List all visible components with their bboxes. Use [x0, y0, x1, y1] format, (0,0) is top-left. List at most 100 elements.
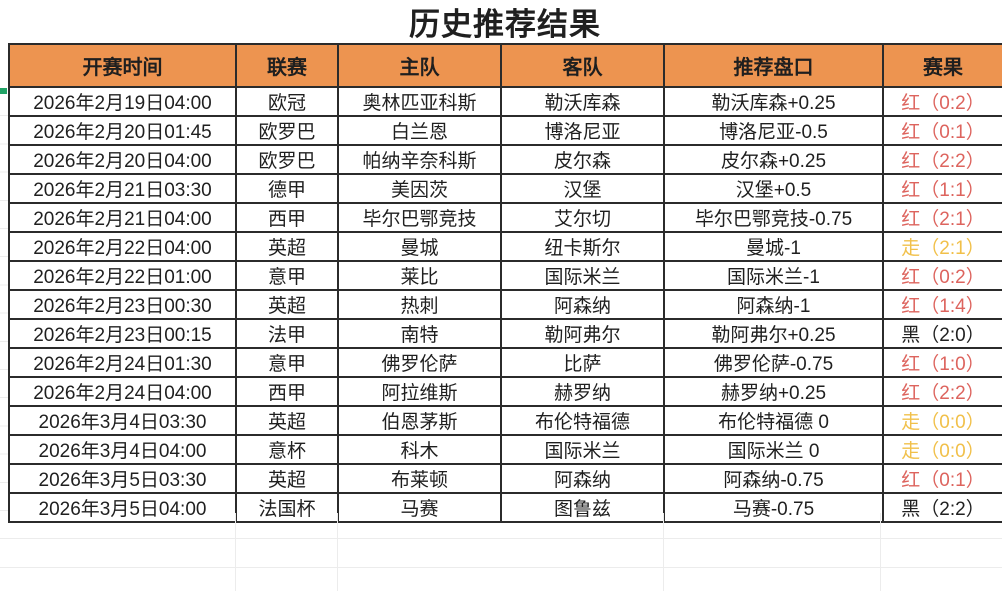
cell-kickoff-time[interactable]: 2026年2月22日04:00 [8, 231, 237, 262]
cell-recommended-handicap[interactable]: 勒阿弗尔+0.25 [663, 318, 884, 349]
cell-kickoff-time[interactable]: 2026年2月22日01:00 [8, 260, 237, 291]
cell-kickoff-time[interactable]: 2026年2月21日03:30 [8, 173, 237, 204]
header-home-team[interactable]: 主队 [337, 43, 502, 88]
cell-result[interactable]: 红（1:4） [882, 289, 1002, 320]
cell-recommended-handicap[interactable]: 国际米兰 0 [663, 434, 884, 465]
cell-league[interactable]: 德甲 [235, 173, 339, 204]
cell-result[interactable]: 红（0:2） [882, 86, 1002, 117]
cell-home-team[interactable]: 热刺 [337, 289, 502, 320]
cell-home-team[interactable]: 马赛 [337, 492, 502, 523]
recommendation-history-table: 开赛时间 联赛 主队 客队 推荐盘口 赛果 2026年2月19日04:00 欧冠奥… [8, 43, 1002, 523]
cell-result[interactable]: 红（0:1） [882, 463, 1002, 494]
cell-kickoff-time[interactable]: 2026年3月4日04:00 [8, 434, 237, 465]
cell-away-team[interactable]: 阿森纳 [500, 463, 665, 494]
cell-league[interactable]: 英超 [235, 289, 339, 320]
cell-kickoff-time[interactable]: 2026年2月23日00:15 [8, 318, 237, 349]
sheet-gridline [337, 513, 338, 591]
cell-result[interactable]: 走（0:0） [882, 405, 1002, 436]
cell-kickoff-time[interactable]: 2026年2月23日00:30 [8, 289, 237, 320]
cell-league[interactable]: 欧冠 [235, 86, 339, 117]
cell-result[interactable]: 红（2:2） [882, 144, 1002, 175]
cell-away-team[interactable]: 阿森纳 [500, 289, 665, 320]
cell-recommended-handicap[interactable]: 赫罗纳+0.25 [663, 376, 884, 407]
cell-kickoff-time[interactable]: 2026年2月20日04:00 [8, 144, 237, 175]
cell-league[interactable]: 西甲 [235, 202, 339, 233]
cell-home-team[interactable]: 曼城 [337, 231, 502, 262]
cell-away-team[interactable]: 赫罗纳 [500, 376, 665, 407]
cell-home-team[interactable]: 白兰恩 [337, 115, 502, 146]
cell-recommended-handicap[interactable]: 布伦特福德 0 [663, 405, 884, 436]
cell-home-team[interactable]: 伯恩茅斯 [337, 405, 502, 436]
cell-league[interactable]: 欧罗巴 [235, 144, 339, 175]
cell-result[interactable]: 红（0:2） [882, 260, 1002, 291]
cell-away-team[interactable]: 汉堡 [500, 173, 665, 204]
cell-league[interactable]: 英超 [235, 405, 339, 436]
cell-away-team[interactable]: 布伦特福德 [500, 405, 665, 436]
cell-away-team[interactable]: 国际米兰 [500, 434, 665, 465]
cell-result[interactable]: 红（2:1） [882, 202, 1002, 233]
cell-result[interactable]: 走（0:0） [882, 434, 1002, 465]
header-away-team[interactable]: 客队 [500, 43, 665, 88]
header-kickoff-time[interactable]: 开赛时间 [8, 43, 237, 88]
cell-recommended-handicap[interactable]: 马赛-0.75 [663, 492, 884, 523]
cell-recommended-handicap[interactable]: 皮尔森+0.25 [663, 144, 884, 175]
cell-away-team[interactable]: 纽卡斯尔 [500, 231, 665, 262]
cell-home-team[interactable]: 布莱顿 [337, 463, 502, 494]
cell-away-team[interactable]: 比萨 [500, 347, 665, 378]
cell-recommended-handicap[interactable]: 阿森纳-0.75 [663, 463, 884, 494]
cell-recommended-handicap[interactable]: 汉堡+0.5 [663, 173, 884, 204]
cell-result[interactable]: 红（1:0） [882, 347, 1002, 378]
cell-kickoff-time[interactable]: 2026年2月20日01:45 [8, 115, 237, 146]
cell-result[interactable]: 红（1:1） [882, 173, 1002, 204]
cell-home-team[interactable]: 莱比 [337, 260, 502, 291]
cell-result[interactable]: 红（2:2） [882, 376, 1002, 407]
header-result[interactable]: 赛果 [882, 43, 1002, 88]
header-recommended-handicap[interactable]: 推荐盘口 [663, 43, 884, 88]
cell-away-team[interactable]: 皮尔森 [500, 144, 665, 175]
cell-kickoff-time[interactable]: 2026年3月5日03:30 [8, 463, 237, 494]
cell-home-team[interactable]: 佛罗伦萨 [337, 347, 502, 378]
cell-result[interactable]: 走（2:1） [882, 231, 1002, 262]
cell-league[interactable]: 意甲 [235, 260, 339, 291]
cell-home-team[interactable]: 阿拉维斯 [337, 376, 502, 407]
cell-recommended-handicap[interactable]: 国际米兰-1 [663, 260, 884, 291]
cell-league[interactable]: 法甲 [235, 318, 339, 349]
cell-away-team[interactable]: 艾尔切 [500, 202, 665, 233]
cell-kickoff-time[interactable]: 2026年2月19日04:00 [8, 86, 237, 117]
cell-home-team[interactable]: 毕尔巴鄂竞技 [337, 202, 502, 233]
cell-league[interactable]: 欧罗巴 [235, 115, 339, 146]
cell-home-team[interactable]: 美因茨 [337, 173, 502, 204]
cell-home-team[interactable]: 科木 [337, 434, 502, 465]
page-title[interactable]: 历史推荐结果 [409, 6, 601, 42]
cell-home-team[interactable]: 南特 [337, 318, 502, 349]
cell-kickoff-time[interactable]: 2026年2月24日04:00 [8, 376, 237, 407]
cell-result[interactable]: 红（0:1） [882, 115, 1002, 146]
header-league[interactable]: 联赛 [235, 43, 339, 88]
cell-league[interactable]: 西甲 [235, 376, 339, 407]
cell-home-team[interactable]: 奥林匹亚科斯 [337, 86, 502, 117]
sheet-gridline [0, 88, 8, 512]
cell-kickoff-time[interactable]: 2026年2月24日01:30 [8, 347, 237, 378]
cell-league[interactable]: 英超 [235, 231, 339, 262]
cell-home-team[interactable]: 帕纳辛奈科斯 [337, 144, 502, 175]
cell-kickoff-time[interactable]: 2026年3月4日03:30 [8, 405, 237, 436]
cell-recommended-handicap[interactable]: 曼城-1 [663, 231, 884, 262]
cell-league[interactable]: 法国杯 [235, 492, 339, 523]
cell-recommended-handicap[interactable]: 阿森纳-1 [663, 289, 884, 320]
cell-league[interactable]: 意甲 [235, 347, 339, 378]
cell-result[interactable]: 黑（2:2） [882, 492, 1002, 523]
cell-league[interactable]: 意杯 [235, 434, 339, 465]
cell-away-team[interactable]: 博洛尼亚 [500, 115, 665, 146]
cell-result[interactable]: 黑（2:0） [882, 318, 1002, 349]
cell-recommended-handicap[interactable]: 博洛尼亚-0.5 [663, 115, 884, 146]
cell-recommended-handicap[interactable]: 佛罗伦萨-0.75 [663, 347, 884, 378]
cell-away-team[interactable]: 国际米兰 [500, 260, 665, 291]
cell-away-team[interactable]: 勒阿弗尔 [500, 318, 665, 349]
cell-league[interactable]: 英超 [235, 463, 339, 494]
cell-recommended-handicap[interactable]: 勒沃库森+0.25 [663, 86, 884, 117]
cell-kickoff-time[interactable]: 2026年2月21日04:00 [8, 202, 237, 233]
cell-away-team[interactable]: 图鲁兹 [500, 492, 665, 523]
cell-recommended-handicap[interactable]: 毕尔巴鄂竞技-0.75 [663, 202, 884, 233]
cell-kickoff-time[interactable]: 2026年3月5日04:00 [8, 492, 237, 523]
cell-away-team[interactable]: 勒沃库森 [500, 86, 665, 117]
